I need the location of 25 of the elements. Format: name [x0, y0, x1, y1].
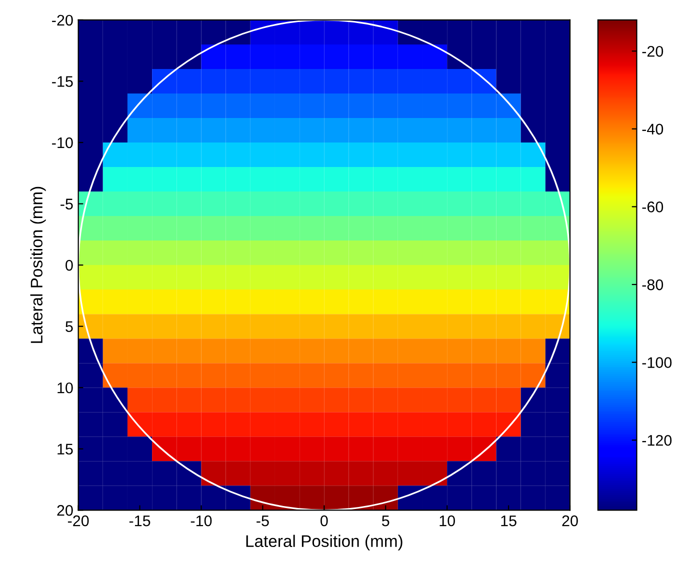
x-tick-label: 0 [320, 515, 328, 526]
color-bar-label: -20 [642, 46, 664, 57]
x-tick-label: -15 [129, 516, 150, 526]
x-tick-label: 20 [562, 515, 578, 526]
color-bar-label: -100 [642, 357, 672, 368]
y-tick-label: -20 [52, 14, 73, 26]
y-tick-label: -15 [52, 76, 73, 87]
y-tick-label: 0 [66, 260, 73, 271]
x-tick-label: -5 [256, 516, 269, 526]
y-tick-label: -10 [52, 137, 73, 148]
color-bar-label: -120 [642, 434, 672, 446]
x-tick-label: -10 [190, 515, 212, 526]
y-tick-label: 15 [58, 444, 73, 455]
y-tick-label: 10 [58, 382, 73, 394]
x-tick-label: 10 [440, 515, 455, 526]
x-tick-label: 5 [382, 516, 390, 526]
x-tick-label: 15 [501, 516, 516, 526]
y-tick-label: 20 [57, 505, 73, 516]
color-bar-label: -80 [642, 279, 664, 290]
color-bar-label: -60 [642, 202, 664, 212]
color-bar-label: -40 [642, 124, 664, 135]
x-axis-title: Lateral Position (mm) [246, 534, 402, 550]
y-tick-label: 5 [66, 321, 73, 332]
y-axis-title: Lateral Position (mm) [30, 186, 46, 343]
y-tick-label: -5 [60, 198, 73, 210]
